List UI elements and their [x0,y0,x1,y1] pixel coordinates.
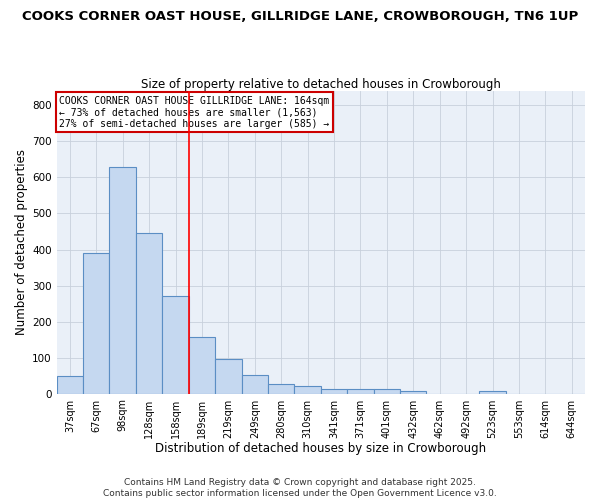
X-axis label: Distribution of detached houses by size in Crowborough: Distribution of detached houses by size … [155,442,487,455]
Bar [374,390,400,394]
Bar [479,392,506,394]
Bar [189,336,215,394]
Bar [268,384,295,394]
Bar [295,386,321,394]
Bar [56,376,83,394]
Bar [83,253,109,394]
Bar [400,391,427,394]
Y-axis label: Number of detached properties: Number of detached properties [15,150,28,336]
Text: COOKS CORNER OAST HOUSE GILLRIDGE LANE: 164sqm
← 73% of detached houses are smal: COOKS CORNER OAST HOUSE GILLRIDGE LANE: … [59,96,329,128]
Bar [163,296,189,394]
Bar [321,389,347,394]
Text: COOKS CORNER OAST HOUSE, GILLRIDGE LANE, CROWBOROUGH, TN6 1UP: COOKS CORNER OAST HOUSE, GILLRIDGE LANE,… [22,10,578,23]
Title: Size of property relative to detached houses in Crowborough: Size of property relative to detached ho… [141,78,501,91]
Text: Contains HM Land Registry data © Crown copyright and database right 2025.
Contai: Contains HM Land Registry data © Crown c… [103,478,497,498]
Bar [215,358,242,394]
Bar [347,390,374,394]
Bar [136,234,163,394]
Bar [109,166,136,394]
Bar [242,374,268,394]
